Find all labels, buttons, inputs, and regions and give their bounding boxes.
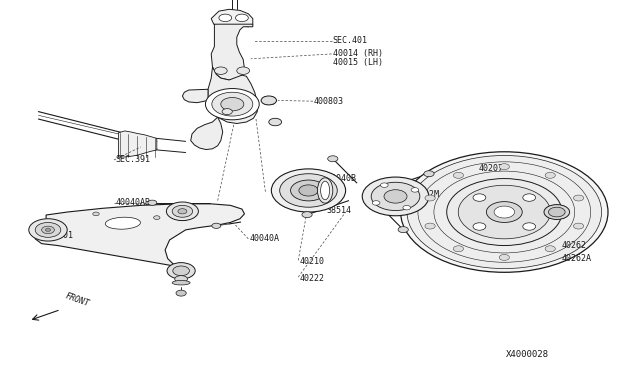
Circle shape [222,109,232,115]
Circle shape [42,226,54,234]
Circle shape [212,92,253,116]
Circle shape [237,67,250,74]
Polygon shape [35,204,244,269]
Ellipse shape [321,181,330,200]
Text: 40262A: 40262A [562,254,592,263]
Circle shape [486,202,522,222]
Circle shape [154,216,160,219]
Circle shape [261,96,276,105]
Circle shape [35,222,61,237]
Circle shape [381,183,388,187]
Circle shape [548,207,565,217]
Circle shape [573,223,584,229]
Circle shape [173,266,189,276]
Circle shape [411,188,419,192]
Circle shape [271,169,346,212]
Text: 40015 (LH): 40015 (LH) [333,58,383,67]
Polygon shape [182,89,208,103]
Circle shape [214,67,227,74]
Circle shape [93,212,99,216]
Circle shape [523,223,536,230]
Text: 40207: 40207 [479,164,504,173]
Circle shape [523,194,536,201]
Text: SEC.401: SEC.401 [38,231,74,240]
Circle shape [221,97,244,111]
Circle shape [473,223,486,230]
Circle shape [499,254,509,260]
Text: 40040A: 40040A [250,234,280,243]
Circle shape [166,202,198,221]
Text: SEC.401: SEC.401 [333,36,368,45]
Circle shape [269,118,282,126]
Circle shape [407,155,602,269]
Text: X4000028: X4000028 [506,350,548,359]
Circle shape [403,205,411,210]
Circle shape [499,164,509,170]
Circle shape [291,180,326,201]
Text: 38514: 38514 [326,206,351,215]
Circle shape [401,152,608,272]
Polygon shape [191,117,223,150]
Circle shape [425,195,435,201]
Circle shape [473,194,486,201]
Circle shape [302,212,312,218]
Circle shape [299,185,318,196]
Circle shape [398,227,408,232]
Circle shape [362,177,429,216]
Circle shape [545,246,556,252]
Circle shape [458,185,550,239]
Circle shape [453,246,463,252]
Circle shape [371,182,420,211]
Ellipse shape [172,280,190,285]
Text: 400803: 400803 [314,97,344,106]
Circle shape [205,89,259,120]
Circle shape [178,209,187,214]
Circle shape [219,14,232,22]
Polygon shape [211,9,253,27]
Circle shape [424,171,434,177]
Polygon shape [208,67,257,124]
Text: 40040AB: 40040AB [115,198,150,207]
Circle shape [212,223,221,228]
Text: 40014 (RH): 40014 (RH) [333,49,383,58]
Text: 40262: 40262 [562,241,587,250]
Circle shape [148,200,157,205]
Polygon shape [211,24,253,80]
Text: SEC.391: SEC.391 [115,155,150,164]
Circle shape [384,190,407,203]
Circle shape [573,195,584,201]
Circle shape [328,156,338,162]
Ellipse shape [317,178,333,203]
Circle shape [545,172,556,178]
Ellipse shape [175,276,188,282]
Circle shape [494,206,515,218]
Circle shape [453,172,463,178]
Circle shape [236,14,248,22]
Circle shape [544,205,570,219]
Circle shape [176,290,186,296]
Text: 40202M: 40202M [410,190,440,199]
Ellipse shape [106,217,140,229]
Circle shape [167,263,195,279]
Text: 40222: 40222 [300,274,324,283]
Circle shape [447,179,562,246]
Circle shape [280,174,337,207]
Ellipse shape [546,207,552,217]
Text: 40210: 40210 [300,257,324,266]
Text: 40040B: 40040B [326,174,356,183]
Circle shape [29,219,67,241]
Circle shape [425,223,435,229]
Text: FRONT: FRONT [64,291,91,308]
Circle shape [45,228,51,231]
Polygon shape [118,131,157,157]
Circle shape [372,201,380,205]
Circle shape [172,205,193,217]
